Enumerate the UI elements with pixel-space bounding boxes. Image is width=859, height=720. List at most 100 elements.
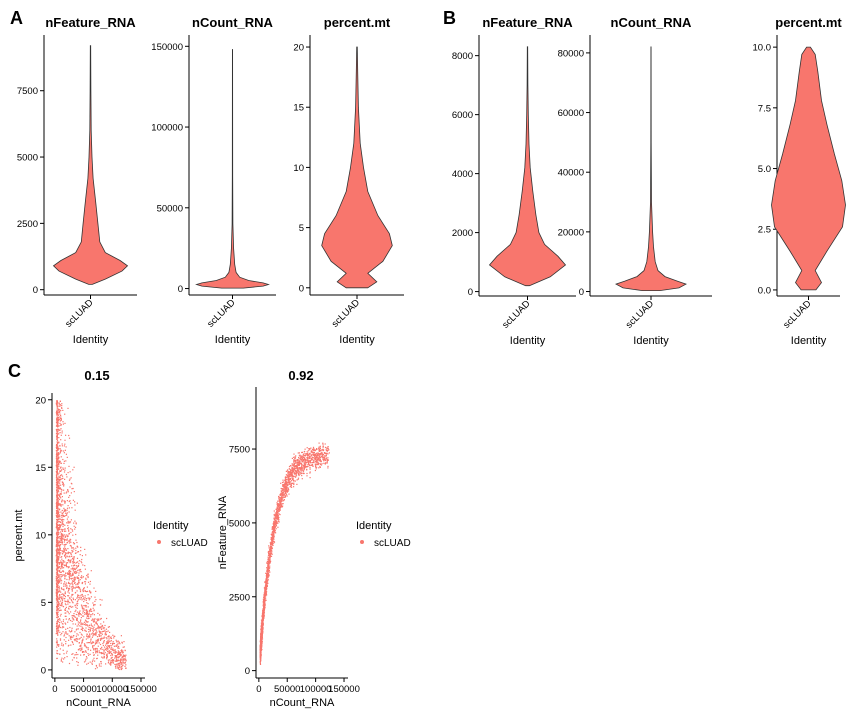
scatter-point (57, 568, 59, 570)
scatter-point (264, 604, 266, 606)
scatter-point (274, 514, 276, 516)
scatter-point (278, 519, 280, 521)
scatter-point (65, 492, 67, 494)
scatter-point (78, 572, 80, 574)
scatter-point (294, 461, 296, 463)
scatter-point (283, 496, 285, 498)
scatter-point (294, 465, 296, 467)
scatter-point (309, 472, 311, 474)
scatter-point (83, 615, 85, 617)
scatter-point (288, 481, 290, 483)
scatter-point (273, 532, 275, 534)
scatter-point (292, 470, 294, 472)
scatter-point (57, 565, 59, 567)
scatter-point (72, 567, 74, 569)
scatter-point (111, 661, 113, 664)
scatter-point (56, 431, 58, 433)
scatter-point (262, 613, 264, 615)
scatter-point (114, 655, 116, 657)
violin-3-y-tick-label: 0 (299, 283, 304, 294)
scatter-point (58, 441, 60, 443)
scatter-point (313, 448, 315, 450)
scatter-point (108, 652, 110, 655)
scatter-point (64, 657, 66, 659)
scatter-point (311, 463, 314, 466)
scatter-point (56, 499, 58, 501)
scatter-point (122, 658, 124, 660)
scatter-point (57, 531, 59, 533)
violin-4-x-tick-label: scLUAD (500, 298, 533, 331)
scatter-point (269, 554, 272, 556)
scatter-point (55, 543, 58, 545)
scatter-point (96, 648, 98, 650)
scatter-point (62, 649, 64, 651)
scatter-point (65, 615, 67, 617)
violin-3-body (321, 46, 393, 289)
scatter-point (265, 587, 267, 589)
scatter-point (63, 492, 65, 494)
scatter-point (122, 650, 124, 652)
scatter-point (57, 497, 60, 499)
scatter-point (259, 663, 261, 665)
scatter-point (323, 457, 325, 460)
scatter-point (57, 408, 60, 410)
scatter-point (64, 501, 66, 503)
scatter-point (90, 608, 92, 610)
scatter-point (281, 500, 283, 502)
scatter-point (124, 662, 126, 664)
scatter-point (284, 491, 287, 494)
scatter-point (287, 471, 289, 473)
scatter-point (61, 520, 63, 522)
scatter-point (59, 609, 61, 611)
scatter-point (72, 557, 74, 559)
scatter-point (58, 494, 60, 496)
scatter-point (101, 652, 103, 654)
scatter-point (95, 639, 97, 641)
scatter-1-y-tick-label: 20 (35, 395, 46, 406)
scatter-point (56, 627, 59, 629)
scatter-point (277, 503, 279, 505)
scatter-point (77, 551, 79, 553)
scatter-point (108, 626, 110, 628)
scatter-point (272, 526, 274, 528)
scatter-point (274, 524, 276, 526)
scatter-point (62, 514, 64, 516)
scatter-point (82, 651, 84, 653)
scatter-point (84, 565, 86, 567)
scatter-point (64, 554, 66, 556)
scatter-point (87, 621, 89, 623)
scatter-point (89, 583, 91, 585)
scatter-point (56, 422, 58, 424)
scatter-point (286, 489, 288, 491)
scatter-point (73, 556, 75, 559)
scatter-point (290, 471, 292, 473)
scatter-point (61, 602, 63, 604)
scatter-point (276, 510, 278, 513)
scatter-point (308, 457, 311, 460)
scatter-point (85, 606, 87, 608)
scatter-point (58, 532, 60, 534)
scatter-point (297, 467, 299, 469)
scatter-point (86, 598, 88, 600)
scatter-point (115, 655, 117, 657)
scatter-point (84, 660, 87, 662)
scatter-point (88, 631, 90, 633)
scatter-point (93, 609, 95, 611)
scatter-point (111, 642, 114, 644)
scatter-point (66, 522, 68, 524)
scatter-point (85, 599, 87, 601)
scatter-point (270, 542, 272, 544)
scatter-point (308, 462, 310, 464)
scatter-point (271, 550, 273, 552)
scatter-point (309, 456, 311, 458)
scatter-point (61, 657, 63, 659)
scatter-point (87, 613, 89, 615)
scatter-point (121, 651, 123, 653)
scatter-point (90, 641, 92, 643)
scatter-point (275, 517, 277, 519)
scatter-point (93, 626, 95, 628)
scatter-point (114, 652, 116, 654)
scatter-point (112, 659, 115, 661)
scatter-point (84, 599, 86, 601)
scatter-point (63, 445, 65, 447)
